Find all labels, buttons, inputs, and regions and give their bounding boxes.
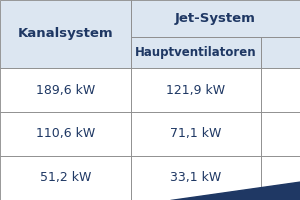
Bar	[0, 0, 130, 68]
Text: 33,1 kW: 33,1 kW	[170, 172, 221, 185]
Text: 71,1 kW: 71,1 kW	[170, 128, 221, 141]
Bar	[261, 37, 300, 68]
Bar	[261, 156, 300, 200]
Text: 121,9 kW: 121,9 kW	[166, 84, 225, 97]
Bar	[130, 156, 261, 200]
Text: 51,2 kW: 51,2 kW	[40, 172, 91, 185]
Text: Jet-System: Jet-System	[175, 12, 256, 25]
Bar	[0, 68, 130, 112]
Text: 189,6 kW: 189,6 kW	[36, 84, 95, 97]
Bar	[130, 37, 261, 68]
Bar	[261, 68, 300, 112]
Bar	[130, 68, 261, 112]
Bar	[0, 112, 130, 156]
Text: Hauptventilatoren: Hauptventilatoren	[135, 46, 256, 59]
Text: 110,6 kW: 110,6 kW	[36, 128, 95, 141]
Polygon shape	[170, 176, 300, 200]
Bar	[130, 0, 300, 37]
Bar	[261, 112, 300, 156]
Bar	[0, 156, 130, 200]
Bar	[130, 112, 261, 156]
Text: Kanalsystem: Kanalsystem	[17, 27, 113, 40]
